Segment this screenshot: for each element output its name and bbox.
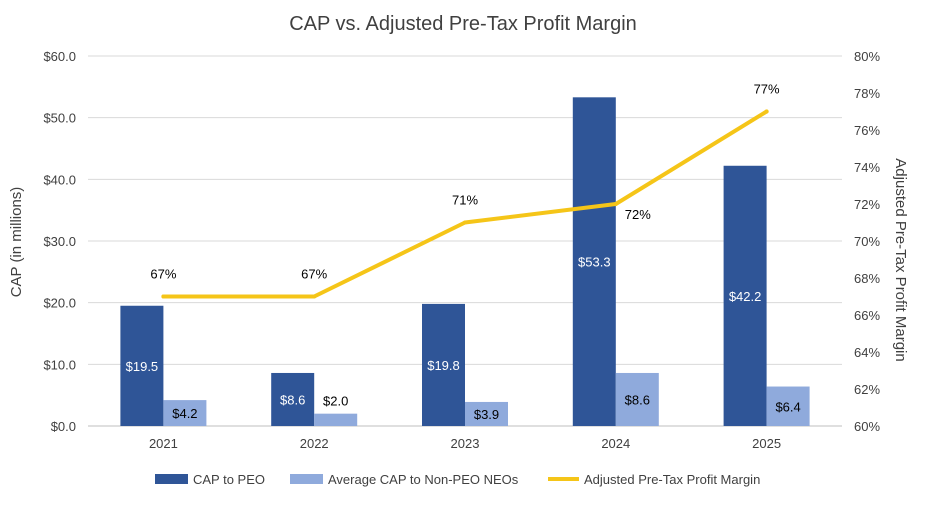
data-label-cap-to-peo: $42.2 bbox=[729, 289, 762, 304]
y-axis-title: CAP (in millions) bbox=[8, 187, 25, 298]
y2-tick-label: 70% bbox=[854, 234, 880, 249]
legend-item-cap-to-peo-label: CAP to PEO bbox=[193, 472, 265, 487]
data-label-average-cap-non-peo: $2.0 bbox=[323, 394, 348, 409]
legend-item-margin-label: Adjusted Pre-Tax Profit Margin bbox=[584, 472, 760, 487]
y2-tick-label: 64% bbox=[854, 345, 880, 360]
data-label-average-cap-non-peo: $3.9 bbox=[474, 407, 499, 422]
data-label-average-cap-non-peo: $6.4 bbox=[775, 399, 800, 414]
bar-average-cap-non-peo bbox=[314, 413, 358, 426]
grid bbox=[88, 55, 842, 427]
y2-tick-label: 62% bbox=[854, 382, 880, 397]
bar-average-cap-non-peo bbox=[766, 386, 810, 426]
bar-cap-to-peo bbox=[120, 305, 164, 426]
point-adjusted-pre-tax-profit-margin bbox=[613, 202, 618, 206]
y2-tick-label: 66% bbox=[854, 308, 880, 323]
data-label-margin: 72% bbox=[625, 207, 651, 222]
data-label-margin: 71% bbox=[452, 193, 478, 208]
chart-title: CAP vs. Adjusted Pre-Tax Profit Margin bbox=[289, 13, 637, 35]
data-label-average-cap-non-peo: $4.2 bbox=[172, 406, 197, 421]
x-tick-label: 2024 bbox=[601, 436, 630, 451]
line-series bbox=[161, 109, 769, 299]
y-tick-label: $0.0 bbox=[51, 419, 76, 434]
y-tick-label: $10.0 bbox=[43, 357, 76, 372]
legend-item-cap-to-peo-swatch bbox=[155, 474, 188, 484]
x-tick-label: 2022 bbox=[300, 436, 329, 451]
x-tick-label: 2023 bbox=[451, 436, 480, 451]
point-adjusted-pre-tax-profit-margin bbox=[312, 294, 317, 299]
bar-average-cap-non-peo bbox=[615, 372, 659, 426]
y2-tick-label: 76% bbox=[854, 123, 880, 138]
legend: CAP to PEO Average CAP to Non-PEO NEOs Adj… bbox=[155, 472, 760, 487]
legend-item-average-cap-non-peo-label: Average CAP to Non-PEO NEOs bbox=[328, 472, 519, 487]
bar-cap-to-peo bbox=[572, 97, 616, 427]
bar-cap-to-peo bbox=[723, 165, 767, 426]
y-tick-label: $50.0 bbox=[43, 111, 76, 126]
y-tick-label: $40.0 bbox=[43, 172, 76, 187]
bars bbox=[120, 97, 810, 427]
data-label-margin: 77% bbox=[754, 82, 780, 97]
y-tick-label: $20.0 bbox=[43, 296, 76, 311]
data-label-average-cap-non-peo: $8.6 bbox=[625, 392, 650, 407]
y2-tick-label: 68% bbox=[854, 271, 880, 286]
y2-tick-label: 60% bbox=[854, 419, 880, 434]
legend-item-average-cap-non-peo-swatch bbox=[290, 474, 323, 484]
bar-average-cap-non-peo bbox=[465, 401, 508, 426]
x-tick-label: 2021 bbox=[149, 436, 178, 451]
point-adjusted-pre-tax-profit-margin bbox=[463, 220, 467, 225]
y2-tick-label: 80% bbox=[854, 49, 880, 64]
bar-average-cap-non-peo bbox=[163, 400, 207, 426]
y2-axis-title: Adjusted Pre-Tax Profit Margin bbox=[892, 158, 909, 361]
data-label-margin: 67% bbox=[301, 267, 327, 282]
y2-tick-label: 78% bbox=[854, 86, 880, 101]
point-adjusted-pre-tax-profit-margin bbox=[764, 109, 769, 114]
y-tick-label: $60.0 bbox=[43, 49, 76, 64]
x-tick-label: 2025 bbox=[752, 436, 781, 451]
y2-tick-label: 74% bbox=[854, 160, 880, 175]
y2-tick-label: 72% bbox=[854, 197, 880, 212]
ticks: $0.0 $10.0 $20.0 $30.0 $40.0 $50.0 $60.0 60% 62%… bbox=[43, 49, 880, 451]
data-labels: $19.5 $4.2 $8.6 $2.0 $19.8 $3.9 $53.3 $8.6 $42.2… bbox=[126, 82, 801, 422]
point-adjusted-pre-tax-profit-margin bbox=[161, 294, 166, 299]
bar-cap-to-peo bbox=[271, 372, 315, 426]
data-label-margin: 67% bbox=[150, 267, 176, 282]
data-label-cap-to-peo: $53.3 bbox=[578, 255, 611, 270]
bar-cap-to-peo bbox=[422, 303, 465, 426]
data-label-cap-to-peo: $19.5 bbox=[126, 359, 159, 374]
y-tick-label: $30.0 bbox=[43, 234, 76, 249]
data-label-cap-to-peo: $8.6 bbox=[280, 392, 305, 407]
data-label-cap-to-peo: $19.8 bbox=[427, 358, 460, 373]
